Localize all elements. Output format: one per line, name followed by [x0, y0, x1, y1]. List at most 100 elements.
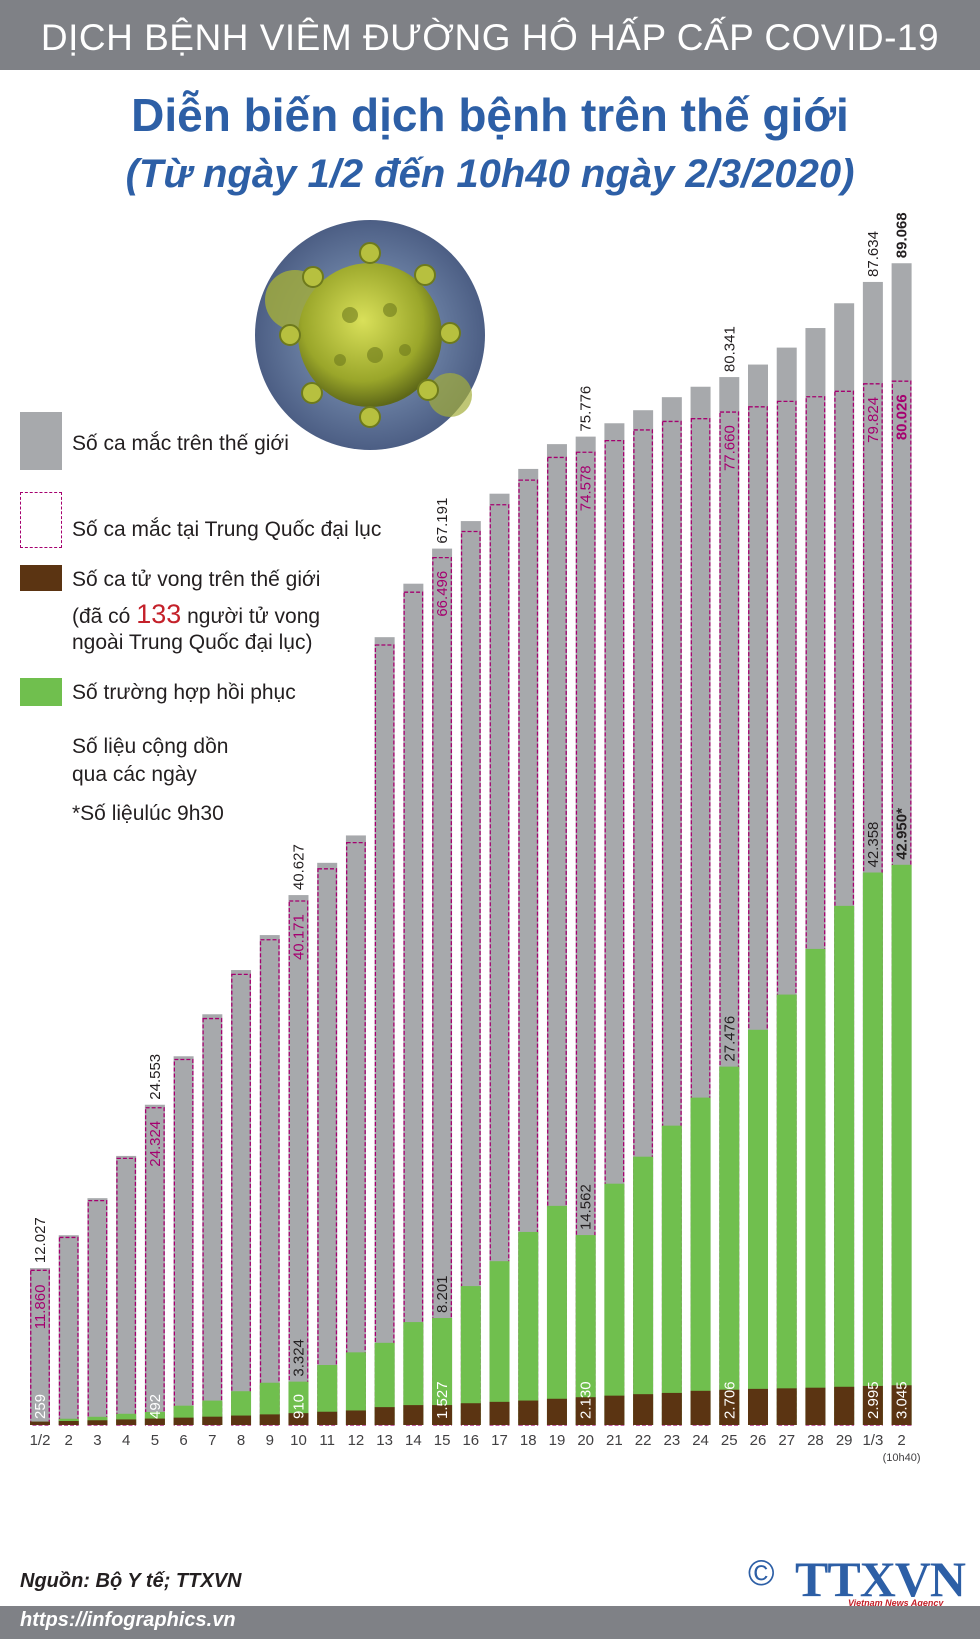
- x-tick-label: 17: [491, 1432, 508, 1449]
- bar-world: [202, 1014, 223, 1425]
- data-label-china: 11.860: [32, 1285, 49, 1330]
- bar-world: [30, 1268, 50, 1425]
- x-tick-label: 5: [151, 1432, 159, 1449]
- legend-swatch-china: [20, 492, 62, 548]
- data-label-china: 80.026: [894, 394, 911, 440]
- data-label-recovered: 8.201: [434, 1275, 451, 1313]
- bar-world: [116, 1155, 137, 1425]
- bar-recovered: [432, 1318, 453, 1425]
- x-tick-label: 18: [520, 1432, 537, 1449]
- legend-deaths-note: (đã có 133 người tử vong: [72, 599, 321, 629]
- bar-world: [374, 637, 395, 1425]
- bar-recovered: [690, 1097, 711, 1425]
- data-label-world: 89.068: [894, 212, 911, 258]
- legend-swatch-recovered: [20, 678, 62, 706]
- x-tick-label: 27: [778, 1432, 795, 1449]
- bar-deaths: [834, 1386, 855, 1425]
- bar-deaths: [862, 1385, 883, 1425]
- ttxvn-logo: TTXVN: [795, 1551, 966, 1607]
- bar-recovered: [891, 864, 912, 1425]
- ttxvn-logo-subtitle: Vietnam News Agency: [848, 1598, 944, 1608]
- bar-world: [604, 423, 625, 1425]
- legend-swatch-world: [20, 412, 62, 470]
- bar-recovered: [776, 994, 797, 1425]
- bar-world: [144, 1104, 165, 1425]
- bar-deaths: [690, 1390, 711, 1425]
- bar-deaths: [144, 1418, 165, 1425]
- bar-deaths: [891, 1385, 912, 1425]
- bar-recovered: [862, 872, 883, 1425]
- bar-china: [489, 504, 510, 1426]
- bar-recovered: [489, 1261, 510, 1425]
- x-tick-label: 24: [692, 1432, 709, 1449]
- data-label-deaths: 2.706: [721, 1381, 738, 1419]
- x-tick-label: 3: [93, 1432, 101, 1449]
- data-label-china: 77.660: [721, 425, 738, 471]
- legend-swatch-deaths: [20, 565, 62, 591]
- bar-deaths: [805, 1387, 826, 1425]
- bar-deaths: [776, 1388, 797, 1425]
- bar-world: [288, 895, 309, 1425]
- data-label-recovered: 27.476: [721, 1016, 738, 1062]
- x-tick-label: 29: [836, 1432, 853, 1449]
- bar-deaths: [604, 1395, 625, 1425]
- bar-world: [432, 548, 453, 1425]
- bar-world: [460, 521, 481, 1425]
- bar-deaths: [202, 1416, 223, 1425]
- legend-label-recovered: Số trường hợp hồi phục: [72, 681, 296, 704]
- data-label-recovered: 3.324: [290, 1339, 307, 1377]
- bar-china: [231, 973, 251, 1426]
- data-label-world: 87.634: [865, 231, 882, 277]
- data-label-deaths: 3.045: [894, 1381, 911, 1419]
- x-tick-label: 4: [122, 1432, 130, 1449]
- data-label-deaths: 2.995: [865, 1381, 882, 1419]
- x-tick-label: 6: [179, 1432, 187, 1449]
- data-label-china: 79.824: [865, 397, 882, 443]
- x-tick-label: 20: [577, 1432, 594, 1449]
- data-label-deaths: 492: [147, 1394, 164, 1419]
- bar-recovered: [805, 948, 826, 1425]
- legend-label-deaths: Số ca tử vong trên thế giới: [72, 568, 321, 591]
- bar-deaths: [231, 1415, 252, 1425]
- data-label-recovered: 42.950*: [894, 808, 911, 860]
- data-label-deaths: 910: [290, 1394, 307, 1419]
- bar-deaths: [173, 1417, 194, 1425]
- data-label-china: 66.496: [434, 571, 451, 617]
- bar-china: [58, 1236, 79, 1426]
- x-tick-note: (10h40): [883, 1452, 921, 1464]
- x-tick-label: 1/3: [862, 1432, 883, 1449]
- x-tick-label: 21: [606, 1432, 623, 1449]
- data-label-deaths: 2.130: [578, 1381, 595, 1419]
- x-tick-label: 2: [65, 1432, 73, 1449]
- top-banner: DỊCH BỆNH VIÊM ĐƯỜNG HÔ HẤP CẤP COVID-19: [0, 0, 980, 70]
- data-label-recovered: 14.562: [578, 1184, 595, 1230]
- bar-deaths: [546, 1398, 567, 1425]
- x-tick-label: 23: [663, 1432, 680, 1449]
- x-tick-label: 11: [319, 1432, 335, 1449]
- bar-china: [805, 396, 826, 1426]
- x-tick-label: 26: [750, 1432, 767, 1449]
- x-tick-label: 12: [348, 1432, 365, 1449]
- bar-recovered: [460, 1286, 481, 1425]
- data-label-recovered: 42.358: [865, 822, 882, 868]
- bar-recovered: [116, 1413, 137, 1425]
- x-tick-label: 25: [721, 1432, 738, 1449]
- bar-deaths: [460, 1403, 481, 1425]
- bar-deaths: [432, 1405, 453, 1425]
- x-tick-label: 8: [237, 1432, 245, 1449]
- bar-deaths: [748, 1388, 768, 1425]
- x-tick-label: 28: [807, 1432, 824, 1449]
- data-label-world: 67.191: [434, 498, 451, 544]
- bar-recovered: [403, 1322, 424, 1425]
- bar-deaths: [374, 1407, 395, 1425]
- data-label-world: 40.627: [290, 844, 307, 890]
- bar-deaths: [518, 1400, 539, 1425]
- bar-deaths: [661, 1392, 682, 1425]
- bar-world: [173, 1056, 194, 1425]
- x-tick-label: 10: [290, 1432, 307, 1449]
- bar-world: [317, 862, 338, 1425]
- bar-china: [288, 900, 309, 1426]
- footer-url[interactable]: https://infographics.vn: [20, 1609, 236, 1631]
- x-tick-label: 14: [405, 1432, 422, 1449]
